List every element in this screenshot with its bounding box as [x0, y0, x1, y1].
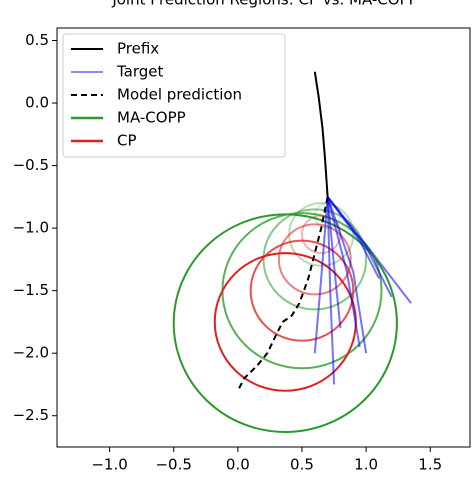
x-tick-label: 0.5 [290, 456, 314, 474]
y-tick-label: 0.0 [25, 94, 49, 112]
x-tick-label: 1.5 [418, 456, 442, 474]
y-tick-label: −2.0 [13, 344, 49, 362]
x-tick-label: 0.0 [226, 456, 250, 474]
legend-label: Target [116, 63, 164, 81]
prediction-line [236, 196, 329, 392]
region-circle [262, 208, 368, 311]
legend-label: Model prediction [117, 86, 242, 104]
y-tick-label: 0.5 [25, 31, 49, 49]
region-circle [249, 239, 355, 342]
chart-title: Joint Prediction Regions: CP vs. MA-COPP [111, 0, 417, 9]
plot-area [172, 71, 412, 433]
trajectory-line [326, 196, 342, 329]
legend-label: Prefix [117, 40, 159, 58]
y-tick-label: −1.5 [13, 281, 49, 299]
y-tick-label: −1.0 [13, 219, 49, 237]
region-circle [277, 223, 352, 296]
x-tick-label: −1.0 [91, 456, 127, 474]
trajectory-line [326, 196, 380, 279]
trajectory-line [326, 196, 336, 385]
trajectory-line [326, 196, 361, 348]
plot-frame [56, 27, 471, 448]
legend-label: CP [117, 132, 137, 150]
legend-label: MA-COPP [117, 109, 186, 127]
trajectory-line [313, 196, 329, 354]
trajectory-line [313, 71, 329, 197]
y-tick-label: −2.5 [13, 406, 49, 424]
trajectory-line [326, 196, 368, 354]
legend-box [62, 33, 286, 158]
x-tick-label: 1.0 [354, 456, 378, 474]
y-tick-label: −0.5 [13, 156, 49, 174]
x-tick-label: −0.5 [155, 456, 191, 474]
